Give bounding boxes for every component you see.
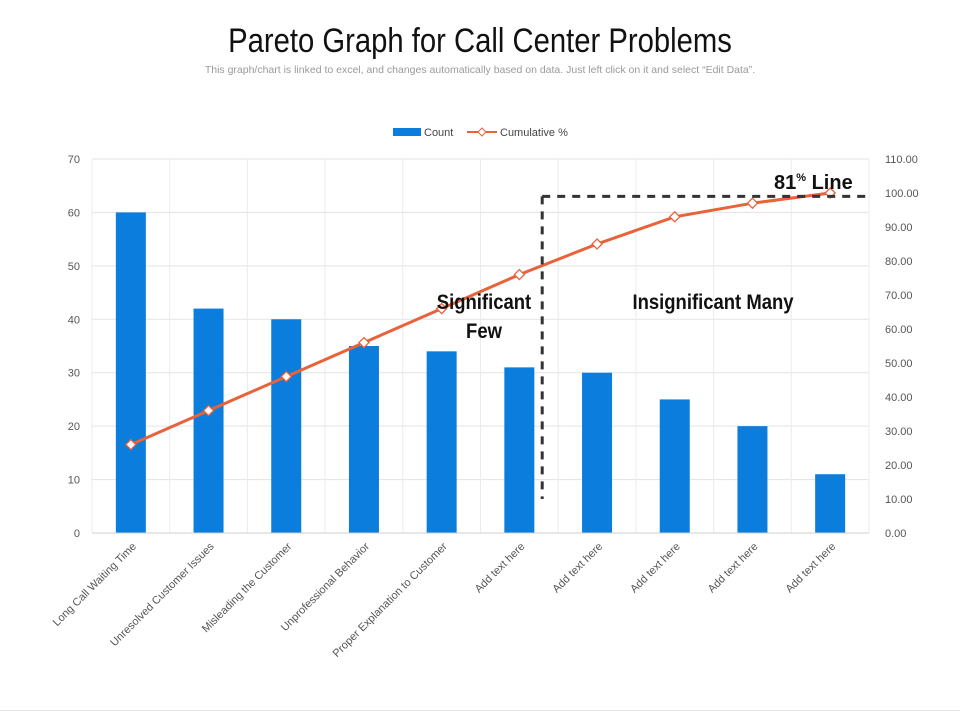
legend-label-count: Count bbox=[424, 127, 453, 139]
cumulative-point bbox=[513, 268, 526, 281]
bar-count bbox=[737, 426, 768, 533]
left-tick-label: 10 bbox=[68, 475, 80, 487]
cumulative-point bbox=[668, 210, 681, 223]
legend-label-cumulative: Cumulative % bbox=[500, 127, 568, 139]
cumulative-point bbox=[591, 238, 603, 250]
category-label: Add text here bbox=[473, 541, 528, 596]
legend-marker-cumulative bbox=[477, 127, 487, 137]
left-tick-label: 40 bbox=[68, 314, 80, 326]
bar-count bbox=[426, 351, 457, 533]
cumulative-point bbox=[358, 336, 370, 349]
category-label: Misleading the Customer bbox=[200, 540, 295, 635]
right-tick-label: 60.00 bbox=[885, 324, 913, 336]
left-tick-label: 20 bbox=[68, 421, 80, 433]
right-tick-label: 90.00 bbox=[885, 222, 913, 234]
right-tick-label: 10.00 bbox=[885, 494, 913, 506]
right-tick-label: 30.00 bbox=[885, 426, 913, 438]
bar-count bbox=[348, 346, 379, 533]
category-label: Unprofessional Behavior bbox=[279, 540, 372, 633]
insignificant-many-label: Insignificant Many bbox=[632, 291, 793, 314]
right-tick-label: 100.00 bbox=[885, 188, 919, 200]
bar-count bbox=[504, 367, 535, 533]
right-tick-label: 40.00 bbox=[885, 392, 913, 404]
right-tick-label: 70.00 bbox=[885, 290, 913, 302]
bar-count bbox=[193, 308, 224, 533]
bar-count bbox=[115, 212, 146, 533]
right-tick-label: 0.00 bbox=[885, 528, 906, 540]
category-label: Add text here bbox=[550, 541, 605, 596]
cumulative-point bbox=[280, 370, 293, 383]
category-label: Add text here bbox=[706, 541, 761, 596]
bar-count bbox=[659, 399, 690, 533]
left-tick-label: 60 bbox=[68, 207, 80, 219]
left-tick-label: 70 bbox=[68, 154, 80, 166]
slide-title: Pareto Graph for Call Center Problems bbox=[228, 22, 732, 60]
left-tick-label: 0 bbox=[74, 528, 80, 540]
right-tick-label: 20.00 bbox=[885, 460, 913, 472]
bar-count bbox=[271, 319, 302, 533]
left-tick-label: 50 bbox=[68, 261, 80, 273]
legend-swatch-count bbox=[393, 128, 421, 136]
threshold-line-label: 81% Line bbox=[774, 172, 853, 194]
significant-few-label-line2: Few bbox=[466, 320, 502, 343]
right-tick-label: 80.00 bbox=[885, 256, 913, 268]
bar-count bbox=[815, 474, 846, 533]
cumulative-line bbox=[130, 191, 831, 446]
bar-count bbox=[582, 372, 613, 533]
significant-few-label-line1: Significant bbox=[437, 291, 532, 314]
category-label: Add text here bbox=[628, 541, 683, 596]
cumulative-point bbox=[435, 302, 448, 315]
cumulative-point bbox=[124, 438, 137, 451]
left-tick-label: 30 bbox=[68, 368, 80, 380]
bottom-divider bbox=[0, 710, 960, 711]
category-label: Long Call Waiting Time bbox=[51, 541, 139, 629]
category-label: Add text here bbox=[784, 541, 839, 596]
right-tick-label: 50.00 bbox=[885, 358, 913, 370]
cumulative-point bbox=[202, 404, 215, 417]
slide-subtitle: This graph/chart is linked to excel, and… bbox=[204, 64, 756, 76]
right-tick-label: 110.00 bbox=[885, 154, 918, 166]
cumulative-point bbox=[746, 197, 759, 210]
